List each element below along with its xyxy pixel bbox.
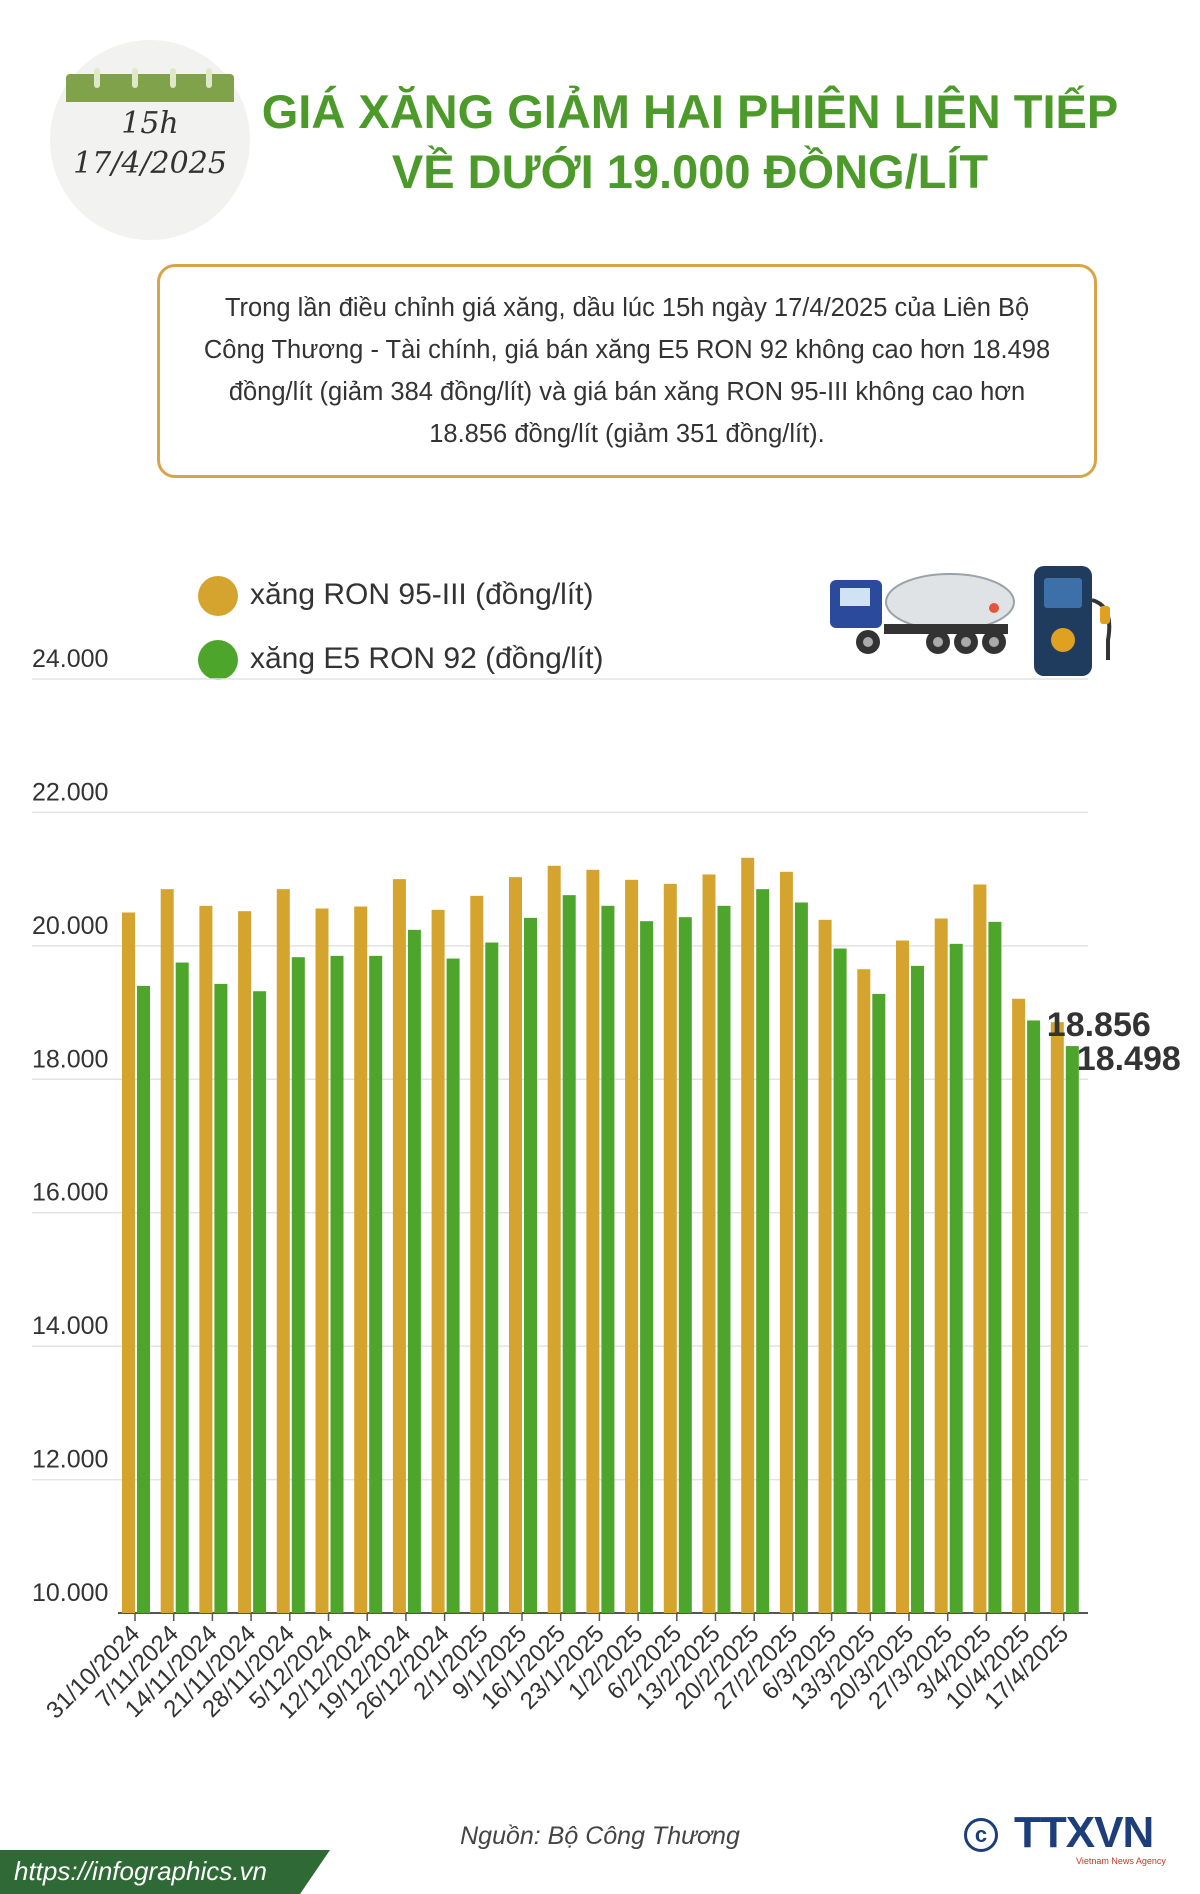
- bar-ron95: [122, 912, 135, 1613]
- bar-ron95: [276, 889, 290, 1613]
- legend-swatch-ron95: [198, 576, 238, 616]
- y-tick-label: 14.000: [32, 1312, 108, 1340]
- legend-swatch-e5: [198, 640, 238, 680]
- legend-label-e5: xăng E5 RON 92 (đồng/lít): [250, 642, 604, 675]
- page-title: GIÁ XĂNG GIẢM HAI PHIÊN LIÊN TIẾP VỀ DƯỚ…: [240, 82, 1140, 202]
- calendar-icon: 15h 17/4/2025: [66, 68, 234, 181]
- footer-bar-tail: [300, 1850, 330, 1894]
- bar-e5: [911, 965, 924, 1613]
- badge-time: 15h: [121, 106, 179, 141]
- y-tick-label: 12.000: [32, 1446, 108, 1474]
- bar-e5: [1065, 1046, 1079, 1613]
- bar-ron95: [238, 911, 252, 1613]
- bar-e5: [175, 962, 189, 1613]
- bar-ron95: [199, 905, 213, 1613]
- calendar-ring: [132, 68, 138, 88]
- bar-e5: [988, 921, 1002, 1613]
- bar-ron95: [470, 895, 484, 1613]
- annotation-ron95: 18.856: [1047, 1006, 1151, 1044]
- bar-ron95: [509, 877, 522, 1613]
- ttxvn-logo: c TTXVN Vietnam News Agency: [964, 1808, 1174, 1870]
- fuel-truck-icon: [830, 573, 1015, 654]
- y-tick-label: 10.000: [32, 1579, 108, 1607]
- bar-e5: [369, 955, 383, 1613]
- logo-text: TTXVN: [1014, 1808, 1154, 1857]
- bar-ron95: [547, 865, 561, 1613]
- title-line-1: GIÁ XĂNG GIẢM HAI PHIÊN LIÊN TIẾP: [261, 85, 1119, 138]
- legend-label-ron95: xăng RON 95-III (đồng/lít): [250, 578, 594, 611]
- bar-e5: [756, 889, 770, 1613]
- bar-e5: [446, 958, 460, 1613]
- title-line-2: VỀ DƯỚI 19.000 ĐỒNG/LÍT: [391, 145, 989, 198]
- bar-e5: [253, 991, 267, 1613]
- bar-e5: [330, 955, 344, 1613]
- bar-ron95: [896, 940, 909, 1613]
- date-badge: [50, 40, 250, 240]
- bar-e5: [214, 983, 228, 1613]
- copyright-icon: c: [964, 1818, 998, 1852]
- bar-e5: [1027, 1020, 1041, 1613]
- bar-e5: [485, 942, 499, 1613]
- bar-e5: [949, 943, 963, 1613]
- bar-e5: [562, 895, 576, 1613]
- y-tick-label: 18.000: [32, 1045, 108, 1073]
- bar-e5: [833, 948, 847, 1613]
- calendar-ring: [206, 68, 212, 88]
- bar-ron95: [702, 874, 716, 1613]
- annotation-e5: 18.498: [1077, 1040, 1181, 1078]
- bar-e5: [678, 917, 692, 1613]
- bar-e5: [640, 921, 654, 1613]
- bar-ron95: [392, 879, 406, 1613]
- bar-ron95: [160, 889, 174, 1613]
- bar-e5: [601, 905, 615, 1613]
- bar-ron95: [586, 869, 600, 1613]
- bar-e5: [872, 993, 886, 1613]
- bar-e5: [524, 917, 537, 1613]
- y-tick-label: 22.000: [32, 778, 108, 806]
- bar-ron95: [934, 918, 948, 1613]
- summary-box: Trong lần điều chỉnh giá xăng, dầu lúc 1…: [157, 264, 1097, 478]
- bar-ron95: [431, 909, 445, 1613]
- bar-ron95: [1012, 998, 1026, 1613]
- bar-ron95: [973, 884, 987, 1613]
- bar-ron95: [857, 969, 871, 1613]
- bar-ron95: [741, 857, 755, 1613]
- bar-ron95: [315, 908, 329, 1613]
- y-tick-label: 24.000: [32, 645, 108, 673]
- y-tick-label: 16.000: [32, 1179, 108, 1207]
- bar-e5: [137, 985, 150, 1613]
- bar-e5: [291, 957, 305, 1613]
- y-tick-label: 20.000: [32, 912, 108, 940]
- bar-ron95: [663, 883, 677, 1613]
- bar-e5: [794, 902, 808, 1613]
- logo-subtitle: Vietnam News Agency: [1076, 1856, 1166, 1866]
- bar-ron95: [779, 871, 793, 1613]
- calendar-ring: [94, 68, 100, 88]
- footer-url-link[interactable]: https://infographics.vn: [14, 1856, 267, 1886]
- source-note: Nguồn: Bộ Công Thương: [460, 1822, 740, 1850]
- bar-e5: [407, 929, 421, 1613]
- calendar-ring: [170, 68, 176, 88]
- footer-bar: [0, 1850, 300, 1894]
- badge-date: 17/4/2025: [73, 146, 227, 181]
- bar-ron95: [818, 919, 832, 1613]
- summary-text: Trong lần điều chỉnh giá xăng, dầu lúc 1…: [203, 294, 1051, 448]
- bar-e5: [717, 905, 731, 1613]
- bar-ron95: [625, 879, 639, 1613]
- bar-ron95: [1050, 1022, 1064, 1613]
- fuel-pump-icon: [1034, 566, 1112, 676]
- bar-ron95: [354, 906, 368, 1613]
